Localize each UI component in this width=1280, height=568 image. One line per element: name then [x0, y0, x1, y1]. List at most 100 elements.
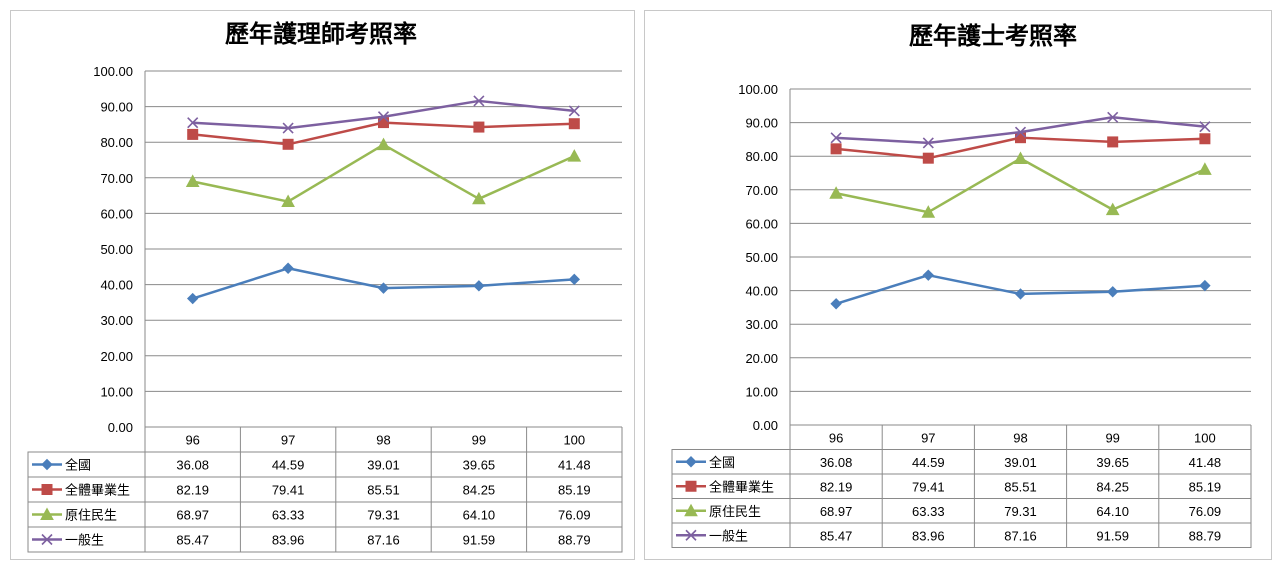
y-tick-label: 70.00	[100, 171, 133, 186]
series-name: 一般生	[65, 533, 104, 549]
data-point	[1107, 111, 1119, 123]
series-name: 原住民生	[709, 505, 761, 520]
legend-key-1	[676, 480, 706, 492]
legend-key-1	[32, 484, 62, 495]
y-tick-label: 60.00	[100, 206, 133, 221]
series-line-2	[835, 157, 1206, 214]
series-markers-1	[830, 132, 1211, 164]
x-category-label: 100	[563, 433, 585, 448]
table-cell-value: 41.48	[1189, 455, 1222, 470]
table-cell-value: 84.25	[1096, 479, 1129, 494]
series-name: 全國	[65, 458, 91, 474]
chart-title: 歷年護理師考照率	[225, 20, 417, 48]
table-cell-value: 64.10	[463, 508, 496, 523]
data-point	[187, 117, 199, 129]
x-category-label: 99	[472, 433, 486, 448]
table-cell-value: 85.19	[1189, 479, 1222, 494]
data-point	[473, 95, 485, 107]
chart-panel-left: 歷年護理師考照率 0.00 10.00 20.00 30.00 40.00 50.00 60.…	[10, 10, 635, 560]
table-cell-value: 44.59	[272, 458, 305, 473]
data-point	[568, 105, 580, 117]
table-cell-value: 82.19	[820, 479, 853, 494]
y-tick-label: 80.00	[100, 135, 133, 150]
data-point	[282, 138, 294, 150]
y-tick-label: 0.00	[108, 420, 133, 435]
table-cell-value: 88.79	[558, 533, 591, 548]
table-cell-value: 68.97	[176, 508, 209, 523]
table-cell-value: 87.16	[1004, 528, 1037, 543]
x-category-label: 96	[829, 430, 843, 445]
table-cell-value: 83.96	[912, 528, 945, 543]
data-point	[922, 269, 935, 281]
table-cell-value: 39.01	[367, 458, 400, 473]
table-cell-value: 83.96	[272, 533, 305, 548]
table-cell-value: 91.59	[1096, 528, 1129, 543]
data-point	[1199, 279, 1211, 292]
table-cell-value: 88.79	[1189, 528, 1222, 543]
table-cell-value: 79.41	[912, 479, 945, 494]
table-cell-value: 39.65	[463, 458, 496, 473]
series-markers-2	[829, 151, 1212, 218]
legend-key-3	[676, 529, 706, 541]
data-point	[830, 298, 842, 310]
table-cell-value: 36.08	[176, 458, 209, 473]
table-cell-value: 41.48	[558, 458, 591, 473]
y-tick-label: 30.00	[745, 317, 778, 332]
series-name: 全國	[709, 455, 735, 471]
series-name: 全體畢業生	[65, 483, 130, 499]
data-point	[922, 152, 934, 164]
data-point	[922, 137, 934, 149]
y-tick-label: 40.00	[745, 284, 778, 299]
table-cell-value: 85.19	[558, 483, 591, 498]
data-point	[1015, 132, 1026, 144]
table-cell-value: 87.16	[367, 533, 400, 548]
data-point	[472, 191, 486, 205]
data-point	[829, 186, 843, 199]
y-tick-label: 100.00	[93, 64, 133, 79]
series-markers-3	[187, 95, 580, 134]
y-tick-label: 50.00	[100, 242, 133, 257]
table-cell-value: 76.09	[1189, 504, 1222, 519]
table-cell-value: 64.10	[1096, 504, 1129, 519]
x-category-label: 97	[921, 430, 935, 445]
data-point	[185, 174, 200, 187]
data-point	[377, 111, 390, 123]
table-cell-value: 85.51	[367, 483, 400, 498]
y-tick-label: 70.00	[745, 183, 778, 198]
x-category-label: 98	[376, 433, 390, 448]
data-point	[473, 121, 485, 133]
x-category-label: 96	[185, 433, 199, 448]
series-name: 原住民生	[65, 509, 117, 524]
y-tick-label: 0.00	[753, 418, 778, 433]
table-cell-value: 79.41	[272, 483, 305, 498]
data-point	[186, 292, 199, 305]
table-cell-value: 63.33	[912, 504, 945, 519]
data-point	[830, 143, 842, 155]
data-point	[282, 262, 294, 274]
data-point	[568, 273, 581, 286]
y-tick-label: 10.00	[745, 384, 778, 399]
table-cell-value: 84.25	[463, 483, 496, 498]
table-cell-value: 68.97	[820, 504, 853, 519]
y-tick-label: 40.00	[100, 278, 133, 293]
data-point	[1014, 126, 1027, 138]
table-cell-value: 79.31	[1004, 504, 1037, 519]
data-point	[281, 194, 295, 208]
y-tick-label: 20.00	[745, 351, 778, 366]
series-line-2	[192, 143, 575, 203]
series-markers-0	[830, 269, 1211, 310]
chart-svg-right: 歷年護士考照率 0.00 10.00 20.00 30.00 40.00 50.00 60.0…	[671, 22, 1252, 548]
data-point	[187, 128, 199, 140]
table-cell-value: 44.59	[912, 455, 945, 470]
series-markers-0	[186, 262, 581, 305]
series-name: 全體畢業生	[709, 479, 774, 495]
data-point	[921, 205, 936, 218]
x-category-label: 97	[281, 433, 295, 448]
data-point	[1199, 133, 1211, 145]
table-cell-value: 36.08	[820, 455, 853, 470]
data-point	[376, 137, 391, 151]
legend-key-2	[32, 507, 62, 520]
x-category-label: 98	[1013, 430, 1027, 445]
data-point	[1198, 162, 1212, 175]
legend-key-2	[676, 503, 706, 517]
